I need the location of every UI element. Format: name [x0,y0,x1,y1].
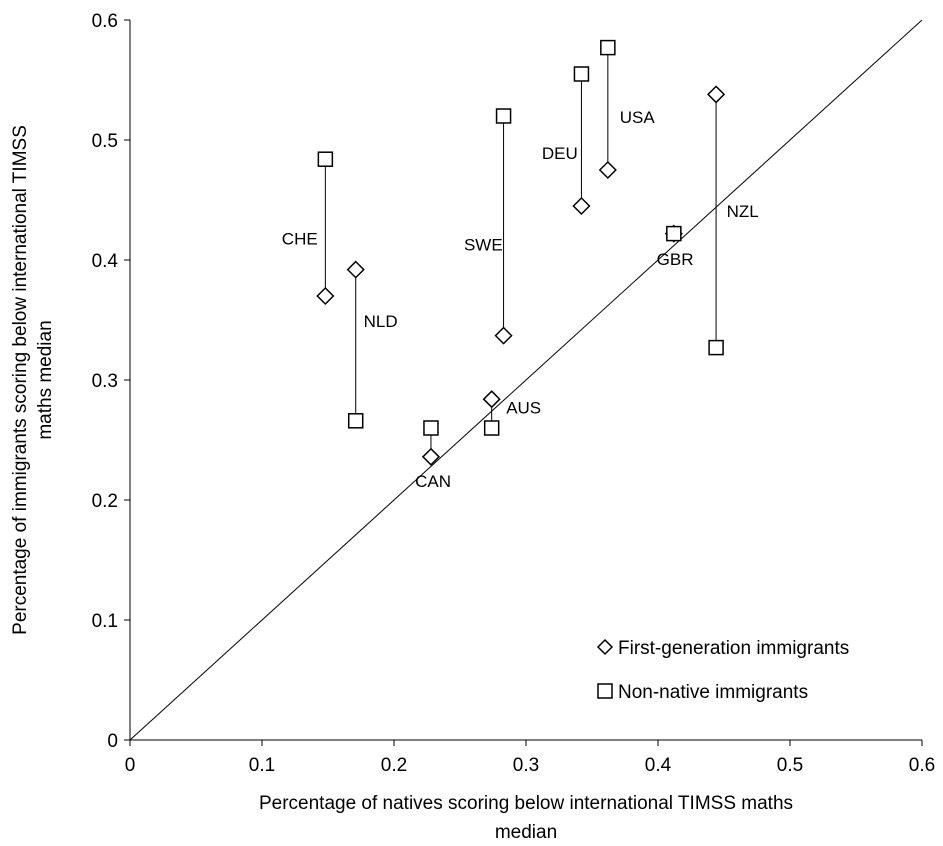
legend: First-generation immigrants Non-native i… [596,638,849,703]
square-point-aus [483,420,500,436]
y-tick-label: 0.3 [92,371,118,392]
y-axis-title-line-1: Percentage of immigrants scoring below i… [10,125,31,635]
y-tick-label: 0.2 [92,491,118,512]
diamond-point-aus [482,390,501,409]
plot-area: 0 0.1 0.2 0.3 0.4 0.5 0.6 0 0.1 0.2 0.3 0.4 0.5 0.6 [92,11,936,776]
y-tick-label: 0 [107,731,118,752]
y-tick-label: 0.5 [92,131,118,152]
x-tick-label: 0.1 [249,755,275,776]
square-point-swe [495,108,512,124]
x-tick-label: 0.6 [909,755,935,776]
country-label-swe: SWE [464,235,503,254]
diamond-point-swe [494,326,513,345]
diamond-point-usa [598,160,617,180]
square-point-che [317,151,334,167]
legend-square-marker [597,683,613,699]
country-label-nzl: NZL [727,202,759,221]
data-markers [316,39,726,466]
reference-line [129,19,923,741]
square-point-nld [347,413,364,429]
country-label-nld: NLD [364,312,398,331]
y-tick-label: 0.1 [92,611,118,632]
square-point-nzl [708,339,724,356]
diamond-point-nld [346,260,365,279]
x-axis-title-line-2: median [495,822,557,843]
country-labels: CHE NLD CAN AUS SWE DEU USA GBR NZL [282,108,759,491]
connector-lines [324,47,717,457]
x-tick-label: 0.3 [513,755,539,776]
legend-diamond-marker [596,638,614,656]
diamond-point-can [421,447,441,466]
legend-label-non-native: Non-native immigrants [618,682,808,703]
square-point-usa [600,39,616,56]
x-tick-label: 0.4 [645,755,672,776]
x-tick-label: 0.2 [381,755,407,776]
square-point-deu [573,66,590,82]
country-label-can: CAN [415,472,451,491]
diamond-point-che [316,286,335,306]
legend-label-first-generation: First-generation immigrants [618,638,849,659]
x-tick-label: 0 [125,755,136,776]
diamond-point-deu [572,196,591,216]
diamond-point-nzl [707,85,726,104]
country-label-aus: AUS [506,399,541,418]
y-tick-label: 0.4 [92,251,119,272]
square-point-gbr [666,225,682,242]
country-label-usa: USA [620,108,656,127]
x-tick-label: 0.5 [777,755,803,776]
x-axis-title-line-1: Percentage of natives scoring below inte… [259,793,793,814]
country-label-che: CHE [282,229,318,248]
y-axis-title-line-2: maths median [35,320,56,439]
square-point-can [423,420,439,436]
country-label-gbr: GBR [657,250,694,269]
country-label-deu: DEU [542,144,578,163]
y-tick-label: 0.6 [92,11,118,32]
